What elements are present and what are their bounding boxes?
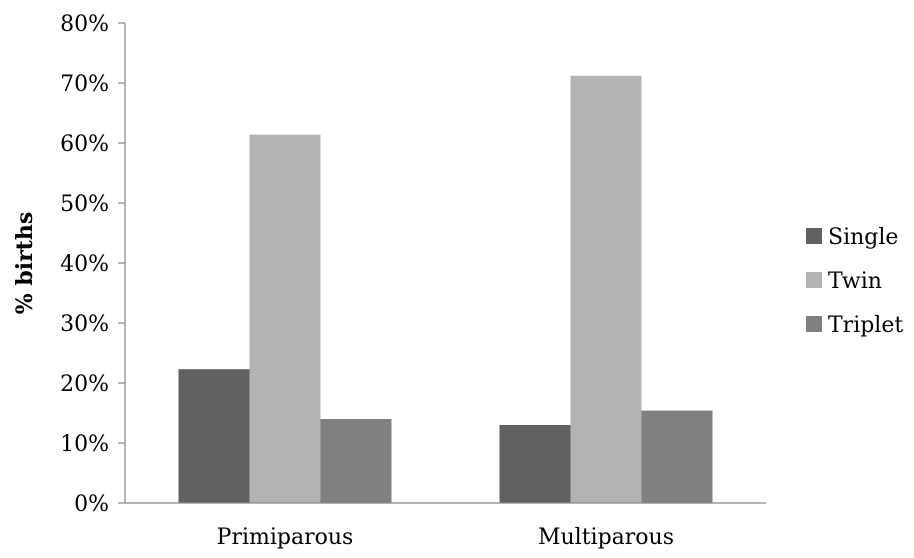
y-tick-label: 60% — [60, 132, 109, 157]
legend-swatch-single — [806, 228, 822, 244]
y-axis-ticks: 0% 10% 20% 30% 40% 50% 60% 70% 80% — [60, 12, 125, 517]
legend-swatch-triplet — [806, 316, 822, 332]
bar-twin-multiparous — [570, 75, 642, 504]
y-tick-label: 20% — [60, 372, 109, 397]
x-category-label: Multiparous — [538, 525, 674, 550]
legend-swatch-twin — [806, 272, 822, 288]
bars — [178, 75, 713, 504]
bar-triplet-primiparous — [320, 419, 392, 503]
y-tick-label: 50% — [60, 192, 109, 217]
legend-label-single: Single — [828, 225, 898, 250]
legend-label-triplet: Triplet — [828, 313, 903, 338]
bar-single-multiparous — [499, 425, 571, 503]
y-axis-title: % births — [12, 212, 38, 314]
bar-single-primiparous — [178, 369, 250, 503]
bar-twin-primiparous — [249, 134, 321, 503]
y-tick-label: 80% — [60, 12, 109, 37]
legend: Single Twin Triplet — [806, 225, 903, 338]
legend-label-twin: Twin — [828, 269, 882, 294]
y-tick-label: 70% — [60, 72, 109, 97]
y-tick-label: 40% — [60, 252, 109, 277]
y-tick-label: 0% — [74, 492, 109, 517]
y-tick-label: 10% — [60, 432, 109, 457]
y-tick-label: 30% — [60, 312, 109, 337]
bar-triplet-multiparous — [641, 410, 713, 503]
x-axis-labels: Primiparous Multiparous — [217, 525, 674, 550]
x-category-label: Primiparous — [217, 525, 354, 550]
